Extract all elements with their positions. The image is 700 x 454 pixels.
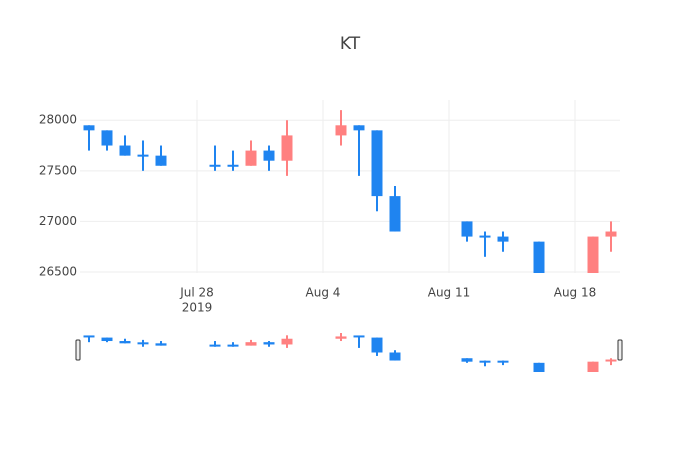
candle-body-slider (155, 343, 167, 346)
candle-body (227, 164, 239, 167)
slider-handle[interactable] (75, 339, 81, 361)
candle-body (155, 155, 167, 166)
candle-body-slider (83, 335, 95, 338)
candle-body (209, 164, 221, 167)
candle-body (245, 150, 257, 166)
chart-title: KT (340, 34, 361, 54)
y-tick-label: 28000 (39, 113, 77, 127)
candle-body (101, 130, 113, 146)
candle-body (497, 236, 509, 242)
x-tick-label: Aug 18 (554, 286, 597, 300)
candle-body (137, 154, 149, 157)
candle-body (353, 125, 365, 131)
y-tick-label: 27000 (39, 214, 77, 228)
candle-body (263, 150, 275, 161)
candle-body (533, 241, 545, 273)
candle-body-slider (605, 359, 617, 362)
candle-body (479, 235, 491, 238)
candle-body (335, 125, 347, 136)
candle-body (605, 231, 617, 237)
candle-body-slider (533, 362, 545, 372)
x-tick-label: Aug 11 (428, 286, 471, 300)
candle-body-slider (245, 342, 257, 346)
x-tick-label: 2019 (182, 301, 213, 315)
candle-body-slider (461, 358, 473, 362)
candle-body-slider (281, 338, 293, 345)
grid (80, 100, 620, 273)
candle-body (587, 236, 599, 273)
candle-body-slider (587, 361, 599, 372)
candle-body (83, 125, 95, 131)
candle-body-slider (497, 360, 509, 363)
candle-body-slider (335, 336, 347, 339)
candle-body-slider (371, 337, 383, 353)
candle-body-slider (479, 360, 491, 363)
candle-body (371, 130, 383, 197)
slider-handle[interactable] (617, 339, 623, 361)
candle-body (281, 135, 293, 161)
x-tick-label: Aug 4 (306, 286, 341, 300)
candle-body-slider (227, 344, 239, 347)
y-tick-label: 27500 (39, 163, 77, 177)
x-tick-label: Jul 28 (179, 286, 214, 300)
candle-body-slider (209, 344, 221, 347)
candle-body (119, 145, 131, 156)
candle-body (389, 196, 401, 232)
range-slider[interactable] (75, 333, 623, 372)
candle-body-slider (137, 342, 149, 345)
candle-body (461, 221, 473, 237)
candle-body-slider (101, 337, 113, 342)
plot-area (83, 110, 617, 273)
candle-body-slider (119, 341, 131, 344)
y-tick-label: 26500 (39, 264, 77, 278)
candle-body-slider (389, 352, 401, 361)
candle-body-slider (353, 335, 365, 338)
candle-body-slider (263, 342, 275, 345)
